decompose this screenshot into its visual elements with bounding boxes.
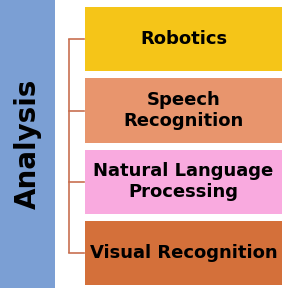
Text: Analysis: Analysis	[14, 79, 42, 209]
Text: Robotics: Robotics	[140, 30, 227, 48]
Text: Natural Language
Processing: Natural Language Processing	[93, 162, 274, 201]
Text: Speech
Recognition: Speech Recognition	[123, 91, 244, 130]
Bar	[85, 150, 282, 214]
Bar	[0, 0, 55, 288]
Bar	[85, 221, 282, 285]
Text: Visual Recognition: Visual Recognition	[90, 244, 277, 262]
Bar	[85, 7, 282, 71]
Bar	[85, 79, 282, 143]
